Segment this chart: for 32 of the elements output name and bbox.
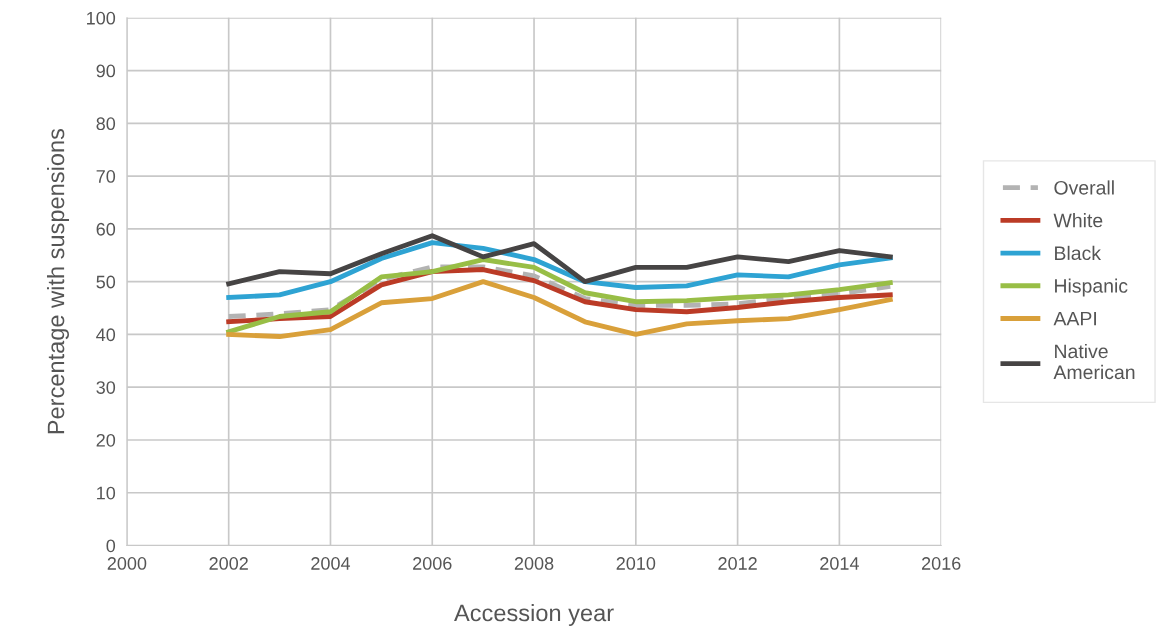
line-series bbox=[226, 279, 893, 339]
x-tick-label: 2014 bbox=[820, 557, 859, 570]
y-tick-label: 10 bbox=[97, 486, 116, 500]
legend-label: Black bbox=[1055, 245, 1102, 261]
x-tick-label: 2016 bbox=[922, 557, 961, 570]
y-tick-label: 60 bbox=[96, 222, 116, 236]
y-tick-label: 0 bbox=[106, 539, 116, 553]
x-tick-label: 2004 bbox=[311, 557, 351, 570]
y-tick-label: 70 bbox=[96, 170, 116, 183]
legend-label: Native American bbox=[1053, 343, 1135, 380]
y-tick-label: 50 bbox=[96, 275, 116, 289]
legend-label: Hispanic bbox=[1055, 278, 1128, 297]
legend-label: White bbox=[1053, 213, 1103, 228]
y-tick-label: 30 bbox=[96, 381, 116, 394]
y-tick-label: 20 bbox=[96, 433, 116, 447]
line-series bbox=[226, 240, 893, 300]
x-tick-label: 2008 bbox=[514, 557, 554, 570]
y-tick-label: 80 bbox=[96, 117, 116, 131]
x-axis-title: Accession year bbox=[454, 603, 614, 626]
y-tick-label: 40 bbox=[96, 328, 116, 342]
y-tick-label: 100 bbox=[87, 11, 116, 25]
legend-label: AAPI bbox=[1053, 311, 1096, 326]
x-tick-label: 2000 bbox=[107, 557, 147, 570]
line-series bbox=[226, 257, 893, 335]
legend-label: Overall bbox=[1054, 180, 1114, 195]
x-tick-label: 2010 bbox=[616, 557, 656, 570]
y-tick-label: 90 bbox=[96, 64, 116, 78]
x-tick-label: 2012 bbox=[718, 557, 757, 570]
x-tick-label: 2002 bbox=[209, 557, 248, 570]
line-series bbox=[226, 233, 893, 287]
x-tick-label: 2006 bbox=[413, 557, 452, 570]
y-axis-title: Percentage with suspensions bbox=[46, 128, 69, 434]
